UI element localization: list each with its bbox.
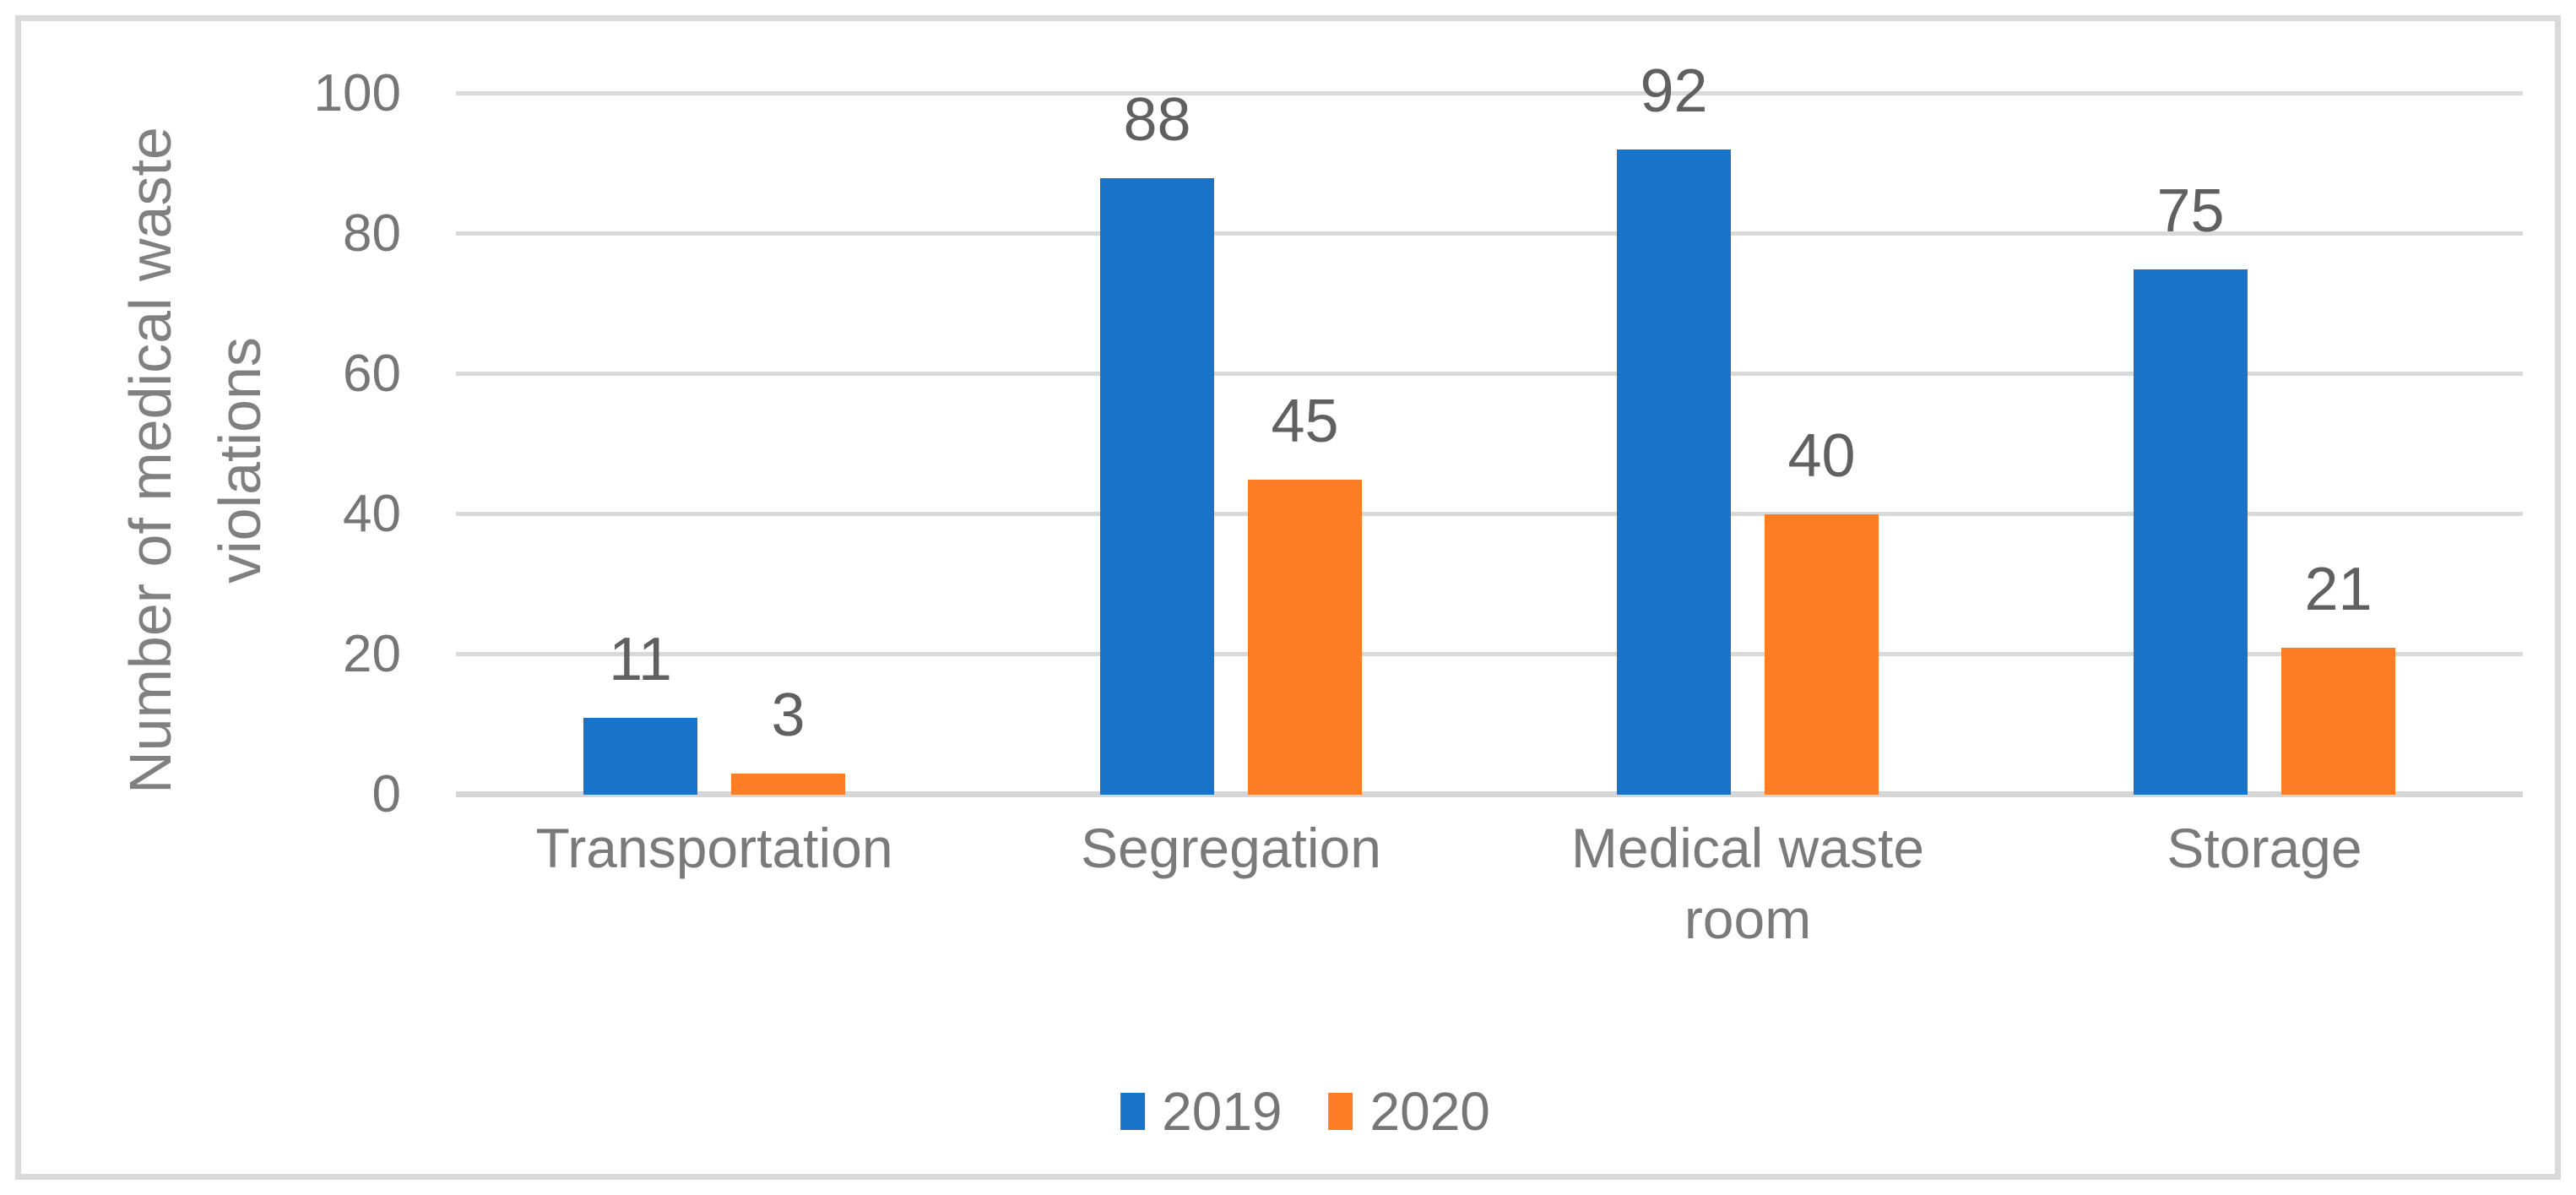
y-axis-tick-label: 60 — [343, 345, 401, 403]
bar-value-label: 88 — [1123, 85, 1191, 154]
bar-2020-transportation: 3 — [731, 682, 845, 795]
y-axis-tick-label: 40 — [343, 485, 401, 543]
category-label-segregation: Segregation — [973, 812, 1489, 883]
legend-item-2020: 2020 — [1328, 1081, 1490, 1142]
category-label-line: Storage — [2167, 817, 2362, 879]
x-axis-category-labels: Transportation Segregation Medical waste ro… — [456, 812, 2523, 964]
bar-value-label: 92 — [1640, 57, 1708, 126]
gridline — [456, 231, 2523, 236]
gridline — [456, 372, 2523, 376]
category-label-line: Segregation — [1081, 817, 1381, 879]
legend-item-2019: 2019 — [1120, 1081, 1283, 1142]
y-axis-tick-label: 100 — [313, 64, 401, 122]
bar-group-transportation: 11 3 — [456, 94, 973, 795]
bar-2020-storage: 21 — [2281, 557, 2395, 795]
category-label-transportation: Transportation — [456, 812, 973, 883]
legend-label-2019: 2019 — [1162, 1081, 1283, 1142]
bar-2019-medical-waste-room: 92 — [1617, 58, 1731, 795]
bar-group-medical-waste-room: 92 40 — [1489, 58, 2006, 795]
bar-2019-storage: 75 — [2134, 178, 2248, 795]
bar-value-label: 3 — [771, 682, 805, 750]
category-label-line: room — [1684, 888, 1812, 950]
bar-group-segregation: 88 45 — [973, 87, 1489, 795]
category-label-storage: Storage — [2006, 812, 2523, 883]
legend: 2019 2020 — [1120, 1084, 1490, 1139]
bar-value-label: 45 — [1271, 387, 1339, 455]
y-axis-tick-label: 20 — [343, 625, 401, 683]
x-axis-baseline — [456, 791, 2523, 797]
bar-value-label: 11 — [609, 625, 672, 693]
category-label-medical-waste-room: Medical waste room — [1489, 812, 2006, 954]
bar-value-label: 75 — [2156, 177, 2225, 245]
y-axis-tick-label: 0 — [371, 765, 401, 823]
bar-2020-segregation: 45 — [1248, 388, 1362, 795]
bar-group-storage: 75 21 — [2006, 94, 2523, 795]
category-label-line: Transportation — [535, 817, 893, 879]
bar-2019-segregation: 88 — [1100, 87, 1214, 795]
legend-color-swatch-2019 — [1120, 1093, 1146, 1130]
plot-area: 11 3 88 45 92 40 75 21 — [456, 58, 2523, 797]
gridline — [456, 91, 2523, 95]
bar-2020-medical-waste-room: 40 — [1765, 423, 1879, 795]
bar-value-label: 21 — [2304, 555, 2373, 623]
y-axis-tick-label: 80 — [343, 204, 401, 263]
legend-color-swatch-2020 — [1328, 1093, 1353, 1130]
bar-2019-transportation: 11 — [583, 627, 697, 795]
y-axis-title-line-1: Number of medical waste — [117, 127, 183, 794]
category-label-line: Medical waste — [1570, 817, 1925, 879]
bar-value-label: 40 — [1787, 422, 1856, 490]
legend-label-2020: 2020 — [1369, 1081, 1490, 1142]
gridline — [456, 652, 2523, 656]
gridline — [456, 512, 2523, 516]
